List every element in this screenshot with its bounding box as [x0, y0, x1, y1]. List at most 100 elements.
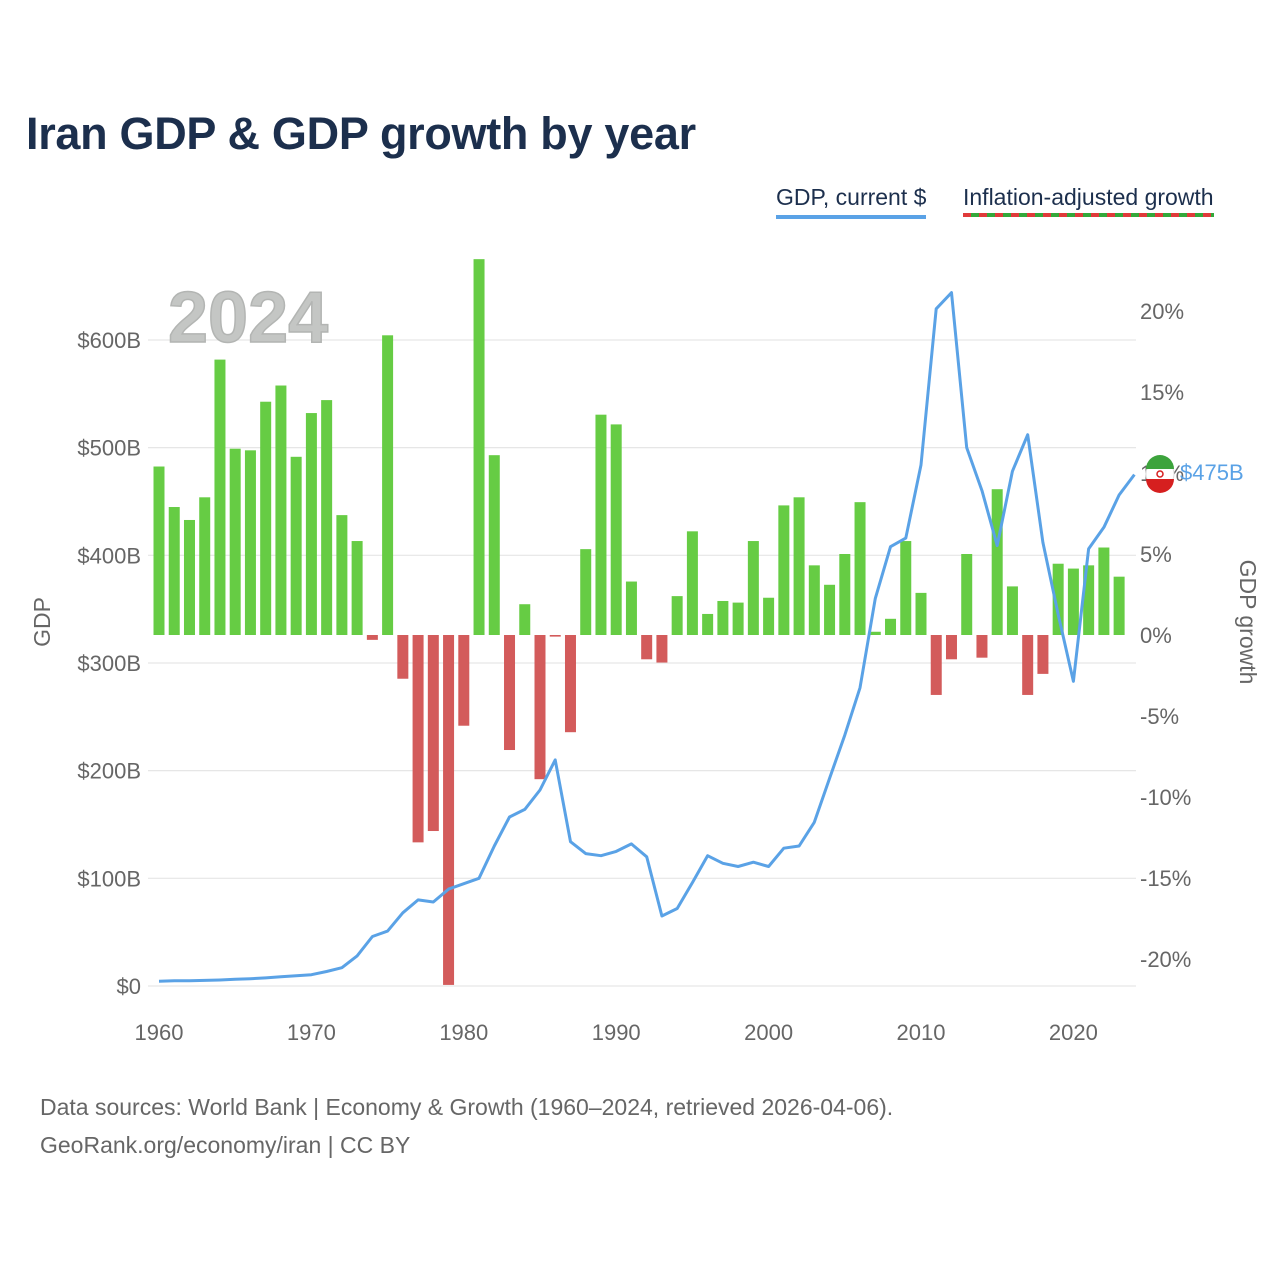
growth-bar — [1037, 635, 1049, 674]
axes: $0$100B$200B$300B$400B$500B$600B20%15%10… — [29, 299, 1261, 1045]
growth-bar — [869, 631, 881, 635]
growth-bar — [1022, 635, 1034, 695]
growth-bar — [610, 424, 622, 635]
right-tick-label: 0% — [1140, 623, 1172, 648]
growth-bar — [397, 635, 409, 679]
x-tick-label: 1970 — [287, 1020, 336, 1045]
footer-credit[interactable]: GeoRank.org/economy/iran | CC BY — [40, 1132, 411, 1158]
growth-bar — [1113, 576, 1125, 635]
growth-bar — [717, 600, 729, 635]
x-tick-label: 2020 — [1049, 1020, 1098, 1045]
left-tick-label: $100B — [77, 866, 141, 891]
growth-bar — [656, 635, 668, 663]
growth-bar — [275, 385, 287, 635]
legend-gdp[interactable]: GDP, current $ — [776, 184, 927, 219]
growth-bar — [351, 541, 363, 635]
growth-bar — [580, 549, 592, 635]
growth-bar — [1006, 586, 1018, 635]
growth-bar — [183, 519, 195, 635]
footer-sources: Data sources: World Bank | Economy & Gro… — [40, 1094, 894, 1120]
growth-bar — [168, 507, 180, 635]
iran-flag-green — [1146, 455, 1174, 469]
iran-flag-red — [1146, 479, 1174, 493]
growth-bar — [595, 414, 607, 635]
x-tick-label: 1980 — [439, 1020, 488, 1045]
growth-bar — [229, 448, 241, 635]
right-tick-label: 5% — [1140, 542, 1172, 567]
growth-bar — [473, 259, 485, 635]
growth-bar — [260, 401, 272, 635]
growth-bar — [976, 635, 988, 658]
growth-bar — [1067, 568, 1079, 635]
growth-bar — [564, 635, 576, 733]
right-tick-label: 20% — [1140, 299, 1184, 324]
growth-bar — [153, 466, 165, 635]
growth-bar — [763, 597, 775, 635]
growth-bar — [366, 635, 378, 640]
growth-bar — [443, 635, 455, 985]
legend-growth-swatch — [963, 213, 1214, 217]
gdp-line — [158, 291, 1136, 983]
growth-bar — [961, 554, 973, 635]
right-tick-label: 15% — [1140, 380, 1184, 405]
growth-bar — [214, 359, 226, 635]
x-tick-label: 1960 — [135, 1020, 184, 1045]
left-tick-label: $300B — [77, 651, 141, 676]
chart-title: Iran GDP & GDP growth by year — [26, 108, 696, 159]
growth-bar — [504, 635, 516, 751]
growth-bar — [427, 635, 439, 832]
growth-bar — [824, 584, 836, 635]
left-tick-label: $400B — [77, 543, 141, 568]
footer: Data sources: World Bank | Economy & Gro… — [40, 1088, 893, 1164]
growth-bar — [945, 635, 957, 660]
right-tick-label: -20% — [1140, 947, 1191, 972]
growth-bar — [671, 596, 683, 635]
x-tick-label: 2000 — [744, 1020, 793, 1045]
x-tick-label: 2010 — [897, 1020, 946, 1045]
legend-growth-label: Inflation-adjusted growth — [963, 184, 1214, 210]
growth-bar — [321, 400, 333, 635]
growth-bar — [641, 635, 653, 660]
growth-bar — [534, 635, 546, 780]
growth-bar — [702, 613, 714, 635]
growth-bar — [930, 635, 942, 695]
growth-bar — [625, 581, 637, 635]
growth-bar — [885, 618, 897, 635]
growth-bar — [686, 531, 698, 635]
legend-growth[interactable]: Inflation-adjusted growth — [963, 184, 1214, 221]
right-tick-label: -15% — [1140, 866, 1191, 891]
growth-bar — [991, 489, 1003, 635]
growth-bar — [915, 592, 927, 635]
growth-bar — [900, 541, 912, 635]
left-tick-label: $500B — [77, 436, 141, 461]
gdp-line-group — [158, 291, 1136, 983]
growth-bar — [199, 497, 211, 635]
left-tick-label: $600B — [77, 328, 141, 353]
x-tick-label: 1990 — [592, 1020, 641, 1045]
end-value-label: $475B — [1180, 460, 1244, 485]
iran-flag-emblem — [1156, 470, 1164, 478]
growth-bar — [839, 554, 851, 635]
end-marker: $475B — [1145, 455, 1244, 493]
right-tick-label: -10% — [1140, 785, 1191, 810]
growth-bar — [808, 565, 820, 635]
right-axis-label: GDP growth — [1235, 560, 1261, 685]
left-tick-label: $0 — [117, 974, 141, 999]
growth-bar — [1083, 565, 1095, 635]
growth-bar — [412, 635, 424, 843]
growth-bar — [793, 497, 805, 635]
grid — [148, 339, 1136, 987]
growth-bar — [336, 515, 348, 635]
right-tick-label: -5% — [1140, 704, 1179, 729]
left-tick-label: $200B — [77, 759, 141, 784]
growth-bars — [153, 259, 1125, 985]
growth-bar — [1052, 563, 1064, 635]
growth-bar — [290, 456, 302, 635]
growth-bar — [549, 635, 561, 637]
year-watermark: 2024 — [168, 278, 328, 358]
growth-bar — [305, 413, 317, 635]
growth-bar — [382, 335, 394, 635]
growth-bar — [488, 455, 500, 635]
growth-bar — [1098, 547, 1110, 635]
